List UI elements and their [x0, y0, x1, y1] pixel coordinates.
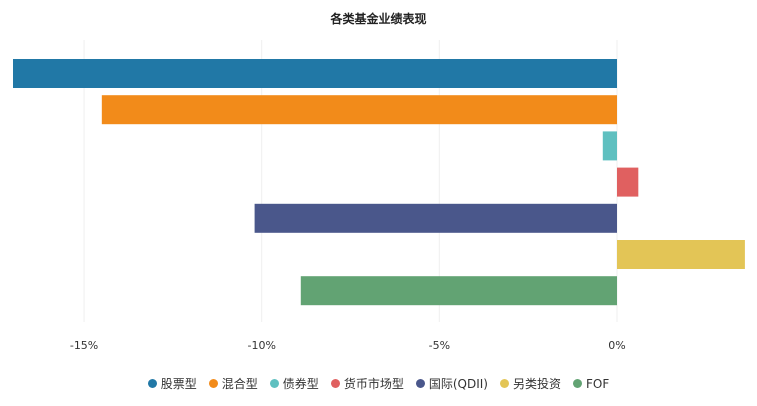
legend-label: 债券型 [282, 377, 319, 391]
legend-item[interactable]: 货币市场型 [330, 375, 404, 392]
legend-marker-icon [208, 379, 218, 388]
legend-marker-icon [415, 379, 425, 388]
chart-title: 各类基金业绩表现 [330, 12, 427, 26]
legend-item[interactable]: 股票型 [147, 375, 197, 392]
chart-legend: 股票型 混合型 债券型 货币市场型 国际(QDII) 另类投资 FOF [0, 375, 757, 392]
legend-label: 另类投资 [512, 377, 561, 391]
legend-label: 国际(QDII) [428, 377, 488, 391]
legend-item[interactable]: 国际(QDII) [415, 375, 488, 392]
legend-item[interactable]: 另类投资 [499, 375, 561, 392]
legend-item[interactable]: 混合型 [208, 375, 258, 392]
legend-label: 货币市场型 [343, 377, 404, 391]
legend-marker-icon [330, 379, 340, 388]
legend-marker-icon [499, 379, 509, 388]
x-tick-label: 0% [608, 339, 625, 352]
legend-label: 混合型 [221, 377, 258, 391]
legend-marker-icon [147, 379, 157, 388]
bar-3[interactable] [617, 167, 639, 197]
bar-0[interactable] [13, 59, 617, 88]
bar-2[interactable] [602, 131, 617, 161]
legend-marker-icon [572, 379, 582, 388]
x-tick-label: -15% [70, 339, 98, 352]
legend-item[interactable]: FOF [572, 376, 610, 391]
chart-plot: -15% -10% -5% 0% [13, 40, 745, 352]
x-tick-label: -10% [247, 339, 275, 352]
bar-5[interactable] [617, 240, 745, 269]
x-tick-label: -5% [429, 339, 450, 352]
legend-item[interactable]: 债券型 [269, 375, 319, 392]
legend-label: FOF [585, 376, 610, 391]
bar-4[interactable] [254, 203, 617, 233]
bar-6[interactable] [300, 276, 617, 306]
bar-1[interactable] [101, 95, 617, 125]
legend-label: 股票型 [160, 377, 197, 391]
legend-marker-icon [269, 379, 279, 388]
